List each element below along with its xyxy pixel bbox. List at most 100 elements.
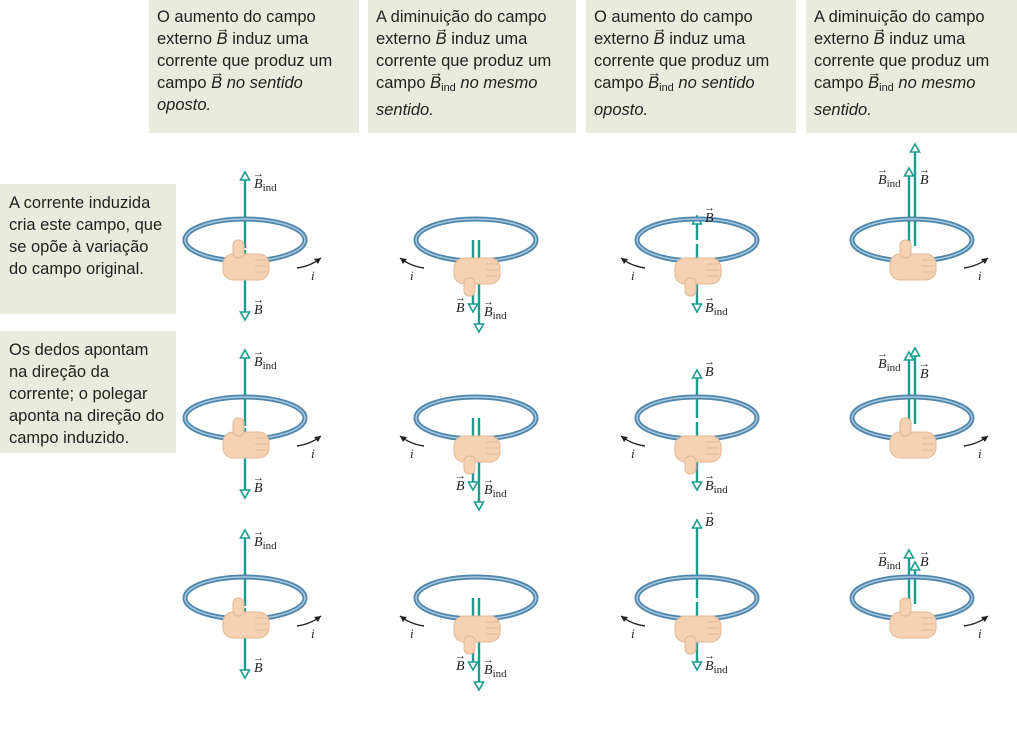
- b-ind-arrow-head: [239, 528, 251, 539]
- hand-palm: [222, 253, 270, 281]
- hand-thumb: [684, 635, 697, 655]
- vector-arrow-glyph: →: [253, 294, 264, 306]
- b-arrow-head: [467, 303, 479, 314]
- header-text-2a: A diminuição do campo externo: [376, 8, 547, 48]
- header-text-2c: no mesmo sentido.: [376, 74, 538, 119]
- current-label: i: [978, 626, 982, 641]
- header-panel-4: A diminuição do campo externo B induz um…: [806, 0, 1017, 133]
- current-label: i: [410, 626, 414, 641]
- vector-arrow-glyph: →: [877, 546, 888, 558]
- vector-arrow-glyph: →: [483, 296, 494, 308]
- current-arrow-head: [981, 616, 988, 622]
- header-text-1a: O aumento do campo externo: [157, 8, 316, 48]
- b-label: B: [254, 481, 263, 496]
- current-loop-highlight: [415, 396, 537, 440]
- vector-arrow-glyph: →: [253, 168, 264, 180]
- subscript-ind: ind: [879, 82, 894, 94]
- b-arrow-head: [239, 669, 251, 680]
- current-label: i: [631, 268, 635, 283]
- b-arrow-head: [909, 142, 921, 153]
- current-arrow-head: [314, 258, 321, 264]
- b-ind-arrow-head: [473, 681, 485, 692]
- vector-arrow-glyph: →: [704, 202, 715, 214]
- vector-arrow-glyph: →: [919, 358, 930, 370]
- ind-subscript: ind: [714, 664, 729, 676]
- hand-thumb: [463, 455, 476, 475]
- vector-b-symbol: B: [430, 74, 441, 92]
- header-text-2b: induz uma corrente que produz um campo: [376, 30, 552, 92]
- hand-palm: [453, 435, 501, 463]
- right-hand-rule: [889, 239, 937, 281]
- b-ind-label: Bind: [254, 177, 277, 194]
- hand-palm: [222, 611, 270, 639]
- side-note-2-text: Os dedos apontam na direção da corrente;…: [9, 341, 165, 447]
- right-hand-rule: [889, 597, 937, 639]
- b-label: B: [456, 479, 465, 494]
- ind-subscript: ind: [493, 310, 508, 322]
- right-hand-rule: [674, 615, 722, 655]
- right-hand-rule: [453, 615, 501, 655]
- vector-arrow-glyph: →: [704, 356, 715, 368]
- ind-subscript: ind: [493, 488, 508, 500]
- header-text-1b: induz uma corrente que produz um campo: [157, 30, 333, 92]
- hand-thumb: [463, 635, 476, 655]
- hand-thumb: [232, 239, 245, 259]
- current-loop-highlight: [415, 218, 537, 262]
- hand-thumb: [463, 277, 476, 297]
- vector-arrow-glyph: →: [704, 470, 715, 482]
- hand-thumb: [232, 597, 245, 617]
- current-label: i: [631, 626, 635, 641]
- vector-arrow-glyph: →: [704, 292, 715, 304]
- right-hand-rule: [453, 257, 501, 297]
- current-arrow-head: [400, 258, 407, 264]
- hand-palm: [222, 431, 270, 459]
- hand-palm: [453, 257, 501, 285]
- hand-thumb: [899, 417, 912, 437]
- side-note-1: A corrente induzida cria este campo, que…: [0, 184, 176, 314]
- right-hand-rule: [222, 417, 270, 459]
- current-arrow-head: [400, 616, 407, 622]
- b-label: B: [705, 515, 714, 530]
- b-label: B: [705, 211, 714, 226]
- vector-b-symbol: B: [874, 30, 885, 48]
- b-ind-arrow-head: [691, 303, 703, 314]
- cell-col2-row1: iB→Bind→: [399, 216, 539, 334]
- header-text-3a: O aumento do campo externo: [594, 8, 753, 48]
- b-label: B: [254, 661, 263, 676]
- cell-col3-row1: iB→Bind→: [620, 202, 760, 318]
- b-label: B: [456, 301, 465, 316]
- current-arrow-head: [400, 436, 407, 442]
- b-ind-arrow-head: [239, 348, 251, 359]
- vector-b-symbol: B: [648, 74, 659, 92]
- vector-b-symbol: B: [436, 30, 447, 48]
- b-arrow-head: [239, 311, 251, 322]
- current-label: i: [978, 446, 982, 461]
- side-note-2: Os dedos apontam na direção da corrente;…: [0, 331, 176, 453]
- b-label: B: [920, 173, 929, 188]
- vector-arrow-glyph: →: [919, 546, 930, 558]
- hand-thumb: [899, 239, 912, 259]
- vector-arrow-glyph: →: [253, 526, 264, 538]
- b-label: B: [254, 303, 263, 318]
- right-hand-rule: [889, 417, 937, 459]
- ind-subscript: ind: [263, 540, 278, 552]
- ind-subscript: ind: [887, 178, 902, 190]
- vector-arrow-glyph: →: [455, 470, 466, 482]
- vector-arrow-glyph: →: [919, 164, 930, 176]
- b-ind-label: Bind: [254, 535, 277, 552]
- header-text-4c: no mesmo sentido.: [814, 74, 976, 119]
- ind-subscript: ind: [887, 560, 902, 572]
- header-text-3b: induz uma corrente que produz um campo: [594, 30, 770, 92]
- current-arrow-head: [981, 258, 988, 264]
- header-panel-1: O aumento do campo externo B induz uma c…: [149, 0, 359, 133]
- hand-palm: [453, 615, 501, 643]
- hand-palm: [889, 431, 937, 459]
- current-label: i: [311, 626, 315, 641]
- current-arrow-head: [314, 436, 321, 442]
- b-arrow-head: [909, 346, 921, 357]
- b-label: B: [920, 555, 929, 570]
